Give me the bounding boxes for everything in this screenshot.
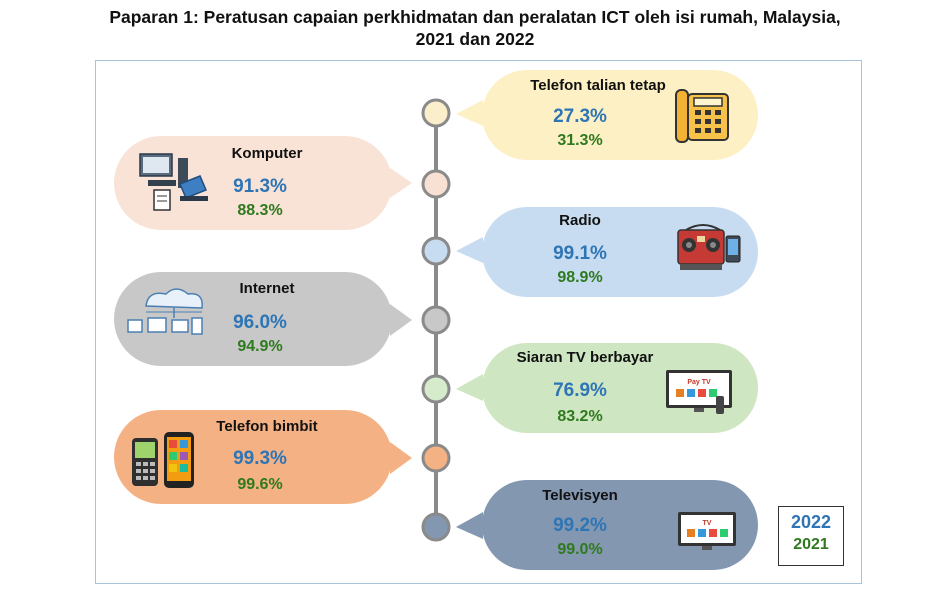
card-background bbox=[482, 480, 758, 570]
timeline-dot-siaran-tv-berbayar bbox=[421, 374, 451, 404]
television-icon: TV bbox=[678, 512, 736, 550]
value-2021-telefon-bimbit: 99.6% bbox=[237, 476, 283, 493]
card-siaran-tv-berbayar bbox=[456, 343, 758, 433]
timeline-dot-telefon-bimbit bbox=[421, 443, 451, 473]
value-2022-radio: 99.1% bbox=[553, 243, 607, 264]
category-label-komputer: Komputer bbox=[231, 145, 303, 162]
value-2021-komputer: 88.3% bbox=[237, 202, 283, 219]
timeline-dot-telefon-talian-tetap bbox=[421, 98, 451, 128]
timeline-dot-televisyen bbox=[421, 512, 451, 542]
chart-title-line-2: 2021 dan 2022 bbox=[415, 29, 535, 49]
timeline-dots bbox=[421, 98, 451, 542]
value-2021-telefon-talian-tetap: 31.3% bbox=[557, 132, 603, 149]
value-2022-telefon-talian-tetap: 27.3% bbox=[553, 106, 607, 127]
internet-icon bbox=[127, 288, 203, 335]
card-televisyen bbox=[456, 480, 758, 570]
pay-tv-icon: Pay TV bbox=[666, 370, 732, 414]
card-background bbox=[482, 343, 758, 433]
timeline-dot-komputer bbox=[421, 169, 451, 199]
chart-title-line-1: Paparan 1: Peratusan capaian perkhidmata… bbox=[109, 7, 841, 27]
timeline-dot-internet bbox=[421, 305, 451, 335]
mobile-phone-icon bbox=[132, 432, 194, 488]
card-pointer bbox=[456, 100, 483, 126]
legend: 2022 2021 bbox=[778, 506, 844, 566]
value-2022-telefon-bimbit: 99.3% bbox=[233, 448, 287, 469]
category-label-televisyen: Televisyen bbox=[542, 487, 618, 504]
card-pointer bbox=[456, 512, 483, 539]
radio-icon bbox=[677, 224, 741, 270]
category-label-radio: Radio bbox=[559, 212, 601, 229]
legend-2022: 2022 bbox=[790, 512, 832, 532]
tv-icon-label: TV bbox=[703, 520, 712, 527]
card-pointer bbox=[390, 304, 412, 336]
pay-tv-icon-label: Pay TV bbox=[687, 379, 711, 386]
card-pointer bbox=[456, 374, 483, 401]
chart-title: Paparan 1: Peratusan capaian perkhidmata… bbox=[0, 6, 950, 50]
legend-2021: 2021 bbox=[793, 536, 829, 553]
category-label-telefon-bimbit: Telefon bimbit bbox=[216, 418, 318, 435]
card-pointer bbox=[456, 237, 483, 263]
value-2021-internet: 94.9% bbox=[237, 338, 283, 355]
category-label-internet: Internet bbox=[239, 280, 295, 297]
computer-icon bbox=[139, 153, 208, 211]
value-2021-radio: 98.9% bbox=[557, 269, 603, 286]
card-pointer bbox=[390, 168, 412, 198]
category-label-siaran-tv-berbayar: Siaran TV berbayar bbox=[516, 349, 654, 366]
value-2022-komputer: 91.3% bbox=[233, 176, 287, 197]
category-label-telefon-talian-tetap: Telefon talian tetap bbox=[530, 77, 666, 94]
value-2022-televisyen: 99.2% bbox=[553, 515, 607, 536]
landline-phone-icon bbox=[675, 89, 729, 143]
card-pointer bbox=[390, 442, 412, 474]
value-2021-televisyen: 99.0% bbox=[557, 541, 603, 558]
value-2021-siaran-tv-berbayar: 83.2% bbox=[557, 408, 603, 425]
value-2022-siaran-tv-berbayar: 76.9% bbox=[553, 380, 607, 401]
timeline-dot-radio bbox=[421, 236, 451, 266]
value-2022-internet: 96.0% bbox=[233, 312, 287, 333]
